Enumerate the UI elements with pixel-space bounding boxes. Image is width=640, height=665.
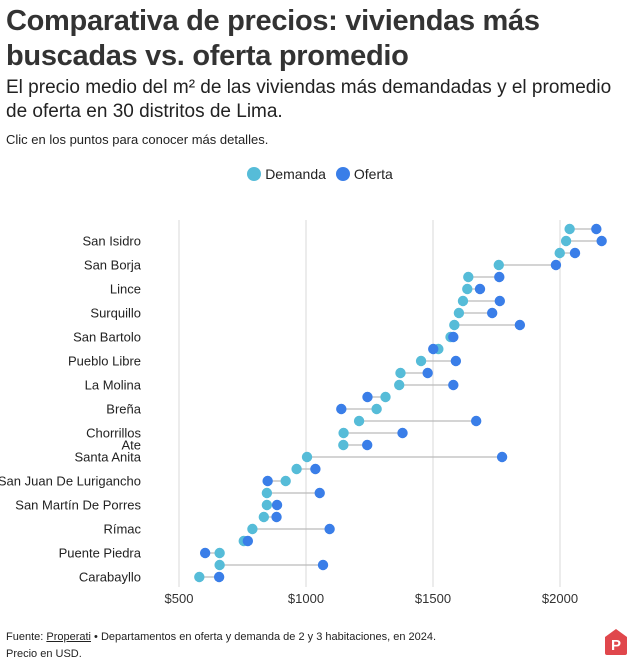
demanda-swatch [247,167,262,181]
oferta-point[interactable] [199,547,211,559]
y-category-label: Surquillo [90,306,141,321]
demanda-point[interactable] [301,451,313,463]
y-category-label: Chorrillos [86,426,141,441]
y-category-label: San Bartolo [73,330,141,345]
dumbbell-chart: $500 $1000 $1500 $2000 San Isidro San Borja Li… [0,220,607,606]
oferta-point[interactable] [397,427,408,439]
demanda-point[interactable] [449,319,460,331]
y-category-label: San Isidro [82,234,141,249]
oferta-point[interactable] [324,523,335,535]
demanda-point[interactable] [493,259,504,271]
oferta-point[interactable] [569,247,581,259]
oferta-point[interactable] [362,391,373,403]
oferta-point[interactable] [448,379,459,391]
y-category-label: Ate [121,438,141,453]
oferta-point[interactable] [242,535,254,547]
oferta-point[interactable] [514,319,526,331]
properati-logo: P [605,629,627,655]
demanda-point[interactable] [371,403,382,415]
currency-note: Precio en USD. [6,648,82,660]
y-category-label: San Juan De Lurigancho [0,474,141,489]
oferta-point[interactable] [310,463,321,475]
chart-subtitle: El precio medio del m² de las viviendas … [6,77,612,122]
y-category-label: San Borja [84,258,142,273]
oferta-point[interactable] [317,559,329,571]
demanda-point[interactable] [261,487,273,499]
demanda-point[interactable] [247,523,258,535]
demanda-point[interactable] [338,439,349,451]
oferta-point[interactable] [362,439,373,451]
y-category-label: Rímac [103,522,141,537]
demanda-point[interactable] [462,283,473,295]
y-category-label: La Molina [85,378,142,393]
y-category-label: San Martín De Porres [15,498,141,513]
x-tick-label: $2000 [542,591,578,606]
demanda-point[interactable] [463,271,474,283]
demanda-point[interactable] [457,295,469,307]
oferta-point[interactable] [336,403,347,415]
legend-label-oferta: Oferta [353,166,393,182]
instruction-note: Clic en los puntos para conocer más deta… [6,132,269,147]
oferta-point[interactable] [450,355,462,367]
demanda-point[interactable] [214,559,225,571]
demanda-point[interactable] [453,307,465,319]
demanda-point[interactable] [258,511,270,523]
y-category-label: Carabayllo [79,570,141,585]
chart-title: Comparativa de precios: viviendas más bu… [6,5,540,72]
legend-item-oferta[interactable]: Oferta [335,166,393,182]
demanda-point[interactable] [394,379,405,391]
y-category-label: Lince [110,282,141,297]
legend-label-demanda: Demanda [265,166,326,182]
source-description: • Departamentos en oferta y demanda de 2… [91,631,437,643]
x-tick-label: $1000 [288,591,324,606]
demanda-point[interactable] [280,475,291,487]
oferta-point[interactable] [550,259,562,271]
oferta-point[interactable] [486,307,498,319]
demanda-point[interactable] [560,235,572,247]
oferta-point[interactable] [271,499,283,511]
source-link[interactable]: Properati [46,631,91,643]
demanda-point[interactable] [194,571,205,583]
oferta-point[interactable] [596,235,607,247]
demanda-point[interactable] [353,415,365,427]
oferta-point[interactable] [262,475,273,487]
oferta-point[interactable] [496,451,508,463]
oferta-point[interactable] [474,283,486,295]
oferta-point[interactable] [422,367,433,379]
oferta-point[interactable] [591,223,602,235]
oferta-point[interactable] [428,343,439,355]
demanda-point[interactable] [261,499,273,511]
oferta-point[interactable] [448,331,459,343]
legend-item-demanda[interactable]: Demanda [247,166,326,182]
y-category-label: Santa Anita [75,450,142,465]
legend: Demanda Oferta [0,166,640,182]
oferta-point[interactable] [271,511,282,523]
demanda-point[interactable] [338,427,349,439]
demanda-point[interactable] [214,547,225,559]
y-category-label: Puente Piedra [59,546,142,561]
footer: Fuente: Properati • Departamentos en ofe… [6,629,436,663]
oferta-point[interactable] [470,415,482,427]
y-category-label: Breña [106,402,141,417]
y-category-label: Pueblo Libre [68,354,141,369]
demanda-point[interactable] [415,355,427,367]
oferta-swatch [335,167,350,181]
demanda-point[interactable] [554,247,565,259]
oferta-point[interactable] [213,571,225,583]
oferta-point[interactable] [314,487,325,499]
demanda-point[interactable] [291,463,302,475]
x-tick-label: $1500 [415,591,451,606]
demanda-point[interactable] [380,391,391,403]
x-tick-label: $500 [165,591,194,606]
svg-text:P: P [611,637,621,654]
demanda-point[interactable] [395,367,406,379]
oferta-point[interactable] [494,271,505,283]
demanda-point[interactable] [564,223,575,235]
source-prefix: Fuente: [6,631,47,643]
oferta-point[interactable] [494,295,506,307]
